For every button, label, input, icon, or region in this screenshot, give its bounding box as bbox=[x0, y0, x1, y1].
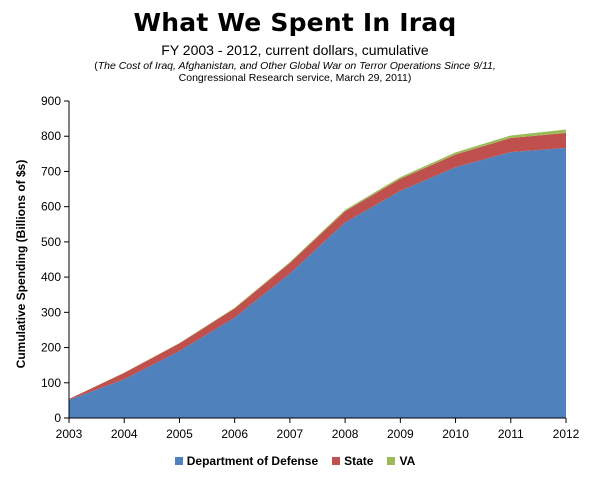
y-axis-label: Cumulative Spending (Billions of $s) bbox=[14, 160, 28, 369]
x-tick-label: 2005 bbox=[166, 427, 193, 441]
legend-swatch bbox=[387, 457, 396, 465]
y-tick-label: 300 bbox=[41, 305, 61, 319]
y-tick-label: 0 bbox=[54, 411, 61, 425]
y-tick-label: 500 bbox=[41, 235, 61, 249]
source-reference-publisher: Congressional Research service, March 29… bbox=[178, 72, 412, 84]
source-reference-title: The Cost of Iraq, Afghanistan, and Other… bbox=[97, 60, 496, 72]
x-tick-label: 2011 bbox=[498, 427, 524, 441]
legend-label: VA bbox=[399, 454, 416, 468]
legend-item: Department of Defense bbox=[174, 454, 319, 468]
x-tick-label: 2004 bbox=[111, 427, 138, 441]
chart-title: What We Spent In Iraq bbox=[133, 8, 457, 37]
legend-item: VA bbox=[387, 454, 415, 468]
area-layer bbox=[69, 129, 566, 418]
y-tick-label: 700 bbox=[41, 164, 61, 178]
x-tick-label: 2003 bbox=[56, 427, 83, 441]
y-tick-label: 100 bbox=[41, 376, 61, 390]
axes-layer: 0 100 200 300 400 500 600 700 800 900 2003 2004 2005… bbox=[41, 94, 580, 441]
y-tick-label: 900 bbox=[41, 94, 61, 108]
chart-subtitle: FY 2003 - 2012, current dollars, cumulat… bbox=[161, 42, 429, 58]
x-tick-label: 2009 bbox=[387, 427, 414, 441]
chart-source: (The Cost of Iraq, Afghanistan, and Othe… bbox=[94, 60, 496, 84]
y-tick-label: 200 bbox=[41, 341, 61, 355]
x-tick-label: 2006 bbox=[221, 427, 248, 441]
legend-label: Department of Defense bbox=[186, 454, 319, 468]
legend-label: State bbox=[344, 454, 374, 468]
legend-swatch bbox=[174, 457, 183, 465]
x-tick-label: 2010 bbox=[442, 427, 469, 441]
chart-legend: Department of Defense State VA bbox=[0, 454, 590, 468]
area-department-of-defense bbox=[69, 147, 566, 418]
y-tick-label: 800 bbox=[41, 129, 61, 143]
legend-item: State bbox=[332, 454, 373, 468]
y-tick-label: 600 bbox=[41, 200, 61, 214]
legend-swatch bbox=[332, 457, 341, 465]
y-tick-label: 400 bbox=[41, 270, 61, 284]
x-tick-label: 2008 bbox=[332, 427, 359, 441]
x-tick-label: 2012 bbox=[553, 427, 580, 441]
x-tick-label: 2007 bbox=[277, 427, 304, 441]
